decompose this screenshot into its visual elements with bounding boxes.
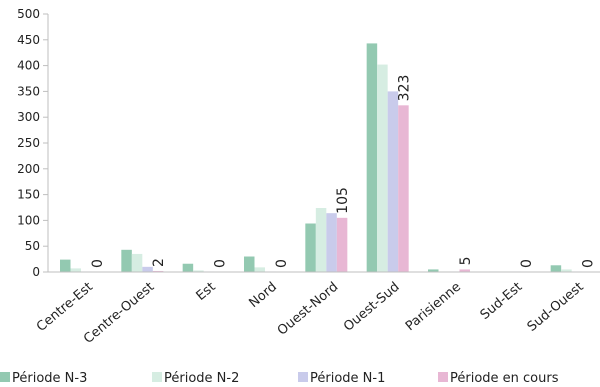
bar-centre-est-s1 [60,259,71,272]
bar-centre-ouest-s1 [121,249,132,272]
y-tick-label: 200 [17,162,40,176]
bar-centre-est-s2 [70,268,81,272]
x-tick-label: Nord [246,280,279,311]
bar-centre-ouest-s4 [152,270,164,272]
bar-centre-ouest-s3 [142,266,153,272]
y-tick-label: 350 [17,84,40,98]
bar-ouest-sud-s1 [366,43,378,272]
data-label: 5 [458,256,474,265]
x-tick-label: Parisienne [403,280,464,335]
data-label: 0 [212,259,228,268]
y-tick-label: 150 [17,188,40,202]
y-tick-label: 250 [17,136,40,150]
bar-parisienne-s4 [459,269,470,272]
x-tick-label: Sud-Ouest [525,280,587,335]
data-label: 0 [519,259,535,268]
bars [60,43,583,273]
bar-parisienne-s1 [428,269,439,272]
bar-nord-s2 [254,267,265,272]
bar-ouest-nord-s4 [336,217,348,272]
y-tick-label: 0 [32,265,40,279]
data-label: 105 [335,187,351,214]
bar-est-s2 [193,270,204,272]
x-tick-label: Ouest-Nord [275,280,341,339]
data-label: 0 [580,259,596,268]
legend-label: Période N-2 [164,371,239,386]
data-label: 0 [274,259,290,268]
bar-ouest-sud-s2 [377,64,388,272]
legend-label: Période en cours [450,371,559,386]
y-tick-label: 400 [17,59,40,73]
data-labels: 0 2 0 0 105 323 5 0 0 [90,75,597,268]
x-tick-label: Ouest-Sud [341,280,403,335]
legend-swatch [438,372,448,382]
data-label: 0 [90,259,106,268]
bar-ouest-nord-s2 [315,208,327,272]
y-tick-label: 300 [17,110,40,124]
bar-nord-s1 [244,256,255,272]
bar-ouest-nord-s1 [305,223,316,272]
bar-ouest-sud-s3 [387,91,399,273]
legend-label: Période N-1 [310,371,385,386]
bar-ouest-nord-s3 [326,213,337,272]
legend: Période N-3 Période N-2 Période N-1 Période… [0,371,559,386]
y-tick-label: 500 [17,7,40,21]
data-label: 2 [151,258,167,267]
data-label: 323 [396,75,412,102]
legend-label: Période N-3 [12,371,87,386]
y-tick-label: 100 [17,213,40,227]
y-tick-label: 50 [25,239,40,253]
legend-swatch [298,372,308,382]
legend-swatch [152,372,162,382]
legend-swatch [0,372,10,382]
bar-centre-ouest-s2 [131,253,143,272]
bar-sud-ouest-s2 [561,269,572,272]
bar-ouest-sud-s4 [398,105,409,272]
x-tick-label: Centre-Est [34,280,96,335]
x-tick-label: Sud-Est [478,280,526,323]
y-tick-label: 450 [17,33,40,47]
x-tick-label: Est [194,280,219,304]
bar-sud-ouest-s1 [550,265,562,272]
bar-est-s1 [182,263,194,272]
y-axis: 0 50 100 150 200 250 300 350 400 450 500 [17,7,49,279]
